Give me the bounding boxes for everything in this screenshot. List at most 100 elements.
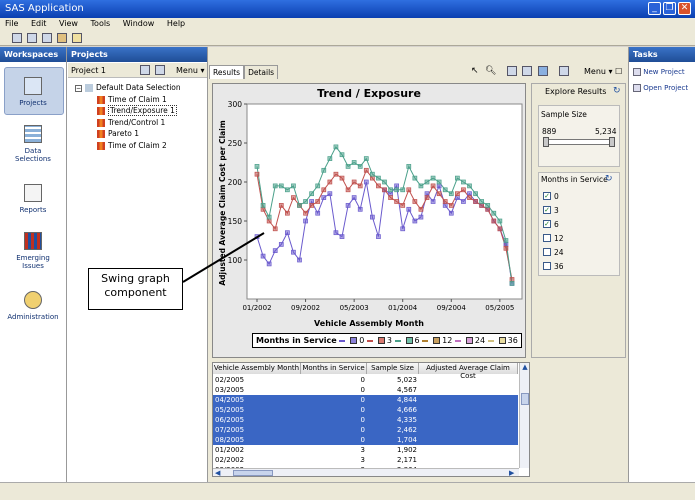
data-point-6[interactable] [351, 160, 357, 165]
data-point-6[interactable] [370, 171, 375, 177]
col-header-cost[interactable]: Adjusted Average Claim Cost [419, 363, 518, 380]
data-point-3[interactable] [448, 203, 454, 208]
projects-menu-button[interactable]: Menu ▾ [176, 66, 205, 75]
minimize-button[interactable]: _ [648, 2, 661, 15]
data-point-3[interactable] [503, 245, 509, 251]
data-point-0[interactable] [448, 210, 454, 216]
data-point-0[interactable] [406, 206, 412, 212]
save-icon[interactable] [42, 33, 52, 43]
data-point-3[interactable] [357, 183, 363, 189]
project-table-icon[interactable] [140, 65, 150, 75]
table-row[interactable]: 02/2005 0 5,023 [213, 375, 518, 385]
checkbox-12[interactable] [543, 234, 551, 242]
data-point-3[interactable] [309, 203, 314, 208]
checkbox-0[interactable]: ✓ [543, 192, 551, 200]
menu-edit[interactable]: Edit [30, 19, 47, 28]
menu-tools[interactable]: Tools [90, 19, 111, 28]
data-point-3[interactable] [497, 226, 503, 232]
workspace-reports[interactable]: Reports [4, 184, 62, 214]
collapse-icon[interactable]: − [75, 85, 82, 92]
slider-max-handle[interactable] [609, 137, 615, 147]
task-open-project[interactable]: Open Project [633, 84, 688, 92]
data-point-3[interactable] [272, 226, 278, 232]
data-point-0[interactable] [442, 203, 448, 208]
data-point-6[interactable] [285, 187, 290, 193]
workspace-projects[interactable]: Projects [4, 77, 62, 107]
data-point-6[interactable] [339, 152, 345, 158]
data-point-6[interactable] [297, 203, 302, 208]
checkbox-3[interactable]: ✓ [543, 206, 551, 214]
data-point-6[interactable] [254, 164, 260, 169]
data-point-0[interactable] [503, 242, 509, 247]
tab-results[interactable]: Results [209, 65, 245, 79]
data-point-6[interactable] [503, 238, 509, 243]
data-point-6[interactable] [272, 183, 278, 189]
layout-icon[interactable] [538, 66, 548, 76]
menu-window[interactable]: Window [122, 19, 155, 28]
table-icon[interactable] [27, 33, 37, 43]
table-row[interactable]: 07/2005 0 2,462 [213, 425, 518, 435]
data-point-0[interactable] [363, 179, 369, 185]
data-point-3[interactable] [406, 187, 412, 193]
data-point-6[interactable] [291, 183, 296, 189]
data-point-3[interactable] [260, 206, 266, 212]
menu-help[interactable]: Help [166, 19, 186, 28]
data-point-3[interactable] [266, 218, 272, 224]
data-point-6[interactable] [357, 164, 363, 169]
data-point-3[interactable] [351, 179, 357, 185]
users-icon[interactable] [72, 33, 82, 43]
export-icon[interactable] [559, 66, 569, 76]
reset-icon[interactable]: ↻ [613, 86, 621, 96]
data-point-6[interactable] [491, 210, 497, 216]
maximize-button[interactable]: ❐ [663, 2, 676, 15]
checkbox-6[interactable]: ✓ [543, 220, 551, 228]
table-row[interactable]: 02/2002 3 2,171 [213, 455, 518, 465]
data-point-0[interactable] [351, 195, 357, 200]
data-point-3[interactable] [394, 199, 399, 204]
menu-view[interactable]: View [58, 19, 78, 28]
data-point-3[interactable] [473, 199, 478, 204]
col-header-size[interactable]: Sample Size [367, 363, 419, 374]
report-icon[interactable] [57, 33, 67, 43]
data-point-3[interactable] [315, 199, 321, 204]
workspace-data-selections[interactable]: Data Selections [4, 125, 62, 163]
data-point-3[interactable] [412, 199, 418, 204]
data-point-6[interactable] [455, 175, 460, 181]
zoom-icon[interactable]: 🔍︎ [485, 66, 497, 76]
pointer-icon[interactable]: ↖ [471, 66, 479, 76]
data-point-0[interactable] [345, 203, 351, 208]
tree-item-time-of-claim-1[interactable]: Time of Claim 1 [75, 95, 181, 107]
data-point-3[interactable] [436, 191, 442, 197]
data-point-6[interactable] [473, 191, 478, 197]
workspace-emerging-issues[interactable]: Emerging Issues [4, 232, 62, 270]
table-row[interactable]: 01/2002 3 1,902 [213, 445, 518, 455]
data-point-6[interactable] [333, 144, 339, 150]
vertical-scrollbar[interactable]: ▲ [519, 363, 529, 468]
data-point-6[interactable] [315, 183, 321, 189]
data-point-0[interactable] [467, 191, 472, 197]
col-header-month[interactable]: Vehicle Assembly Month [213, 363, 301, 374]
data-point-0[interactable] [357, 206, 363, 212]
data-point-6[interactable] [376, 175, 381, 181]
data-point-0[interactable] [333, 230, 339, 236]
data-point-3[interactable] [291, 195, 296, 200]
data-point-3[interactable] [363, 167, 369, 173]
data-point-0[interactable] [321, 195, 327, 200]
data-point-3[interactable] [430, 183, 436, 189]
data-point-3[interactable] [370, 175, 375, 181]
data-point-3[interactable] [479, 203, 484, 208]
data-point-0[interactable] [278, 242, 284, 247]
data-point-6[interactable] [509, 281, 515, 286]
sample-size-slider[interactable] [545, 139, 613, 145]
data-point-0[interactable] [303, 218, 308, 224]
table-row[interactable]: 03/2005 0 4,567 [213, 385, 518, 395]
data-point-6[interactable] [418, 183, 424, 189]
data-point-3[interactable] [303, 210, 308, 216]
data-point-3[interactable] [418, 206, 424, 212]
table-row[interactable]: 06/2005 0 4,335 [213, 415, 518, 425]
data-point-6[interactable] [479, 199, 484, 204]
new-icon[interactable] [12, 33, 22, 43]
workspace-administration[interactable]: Administration [4, 291, 62, 321]
data-point-0[interactable] [461, 199, 466, 204]
table-row[interactable]: 08/2005 0 1,704 [213, 435, 518, 445]
